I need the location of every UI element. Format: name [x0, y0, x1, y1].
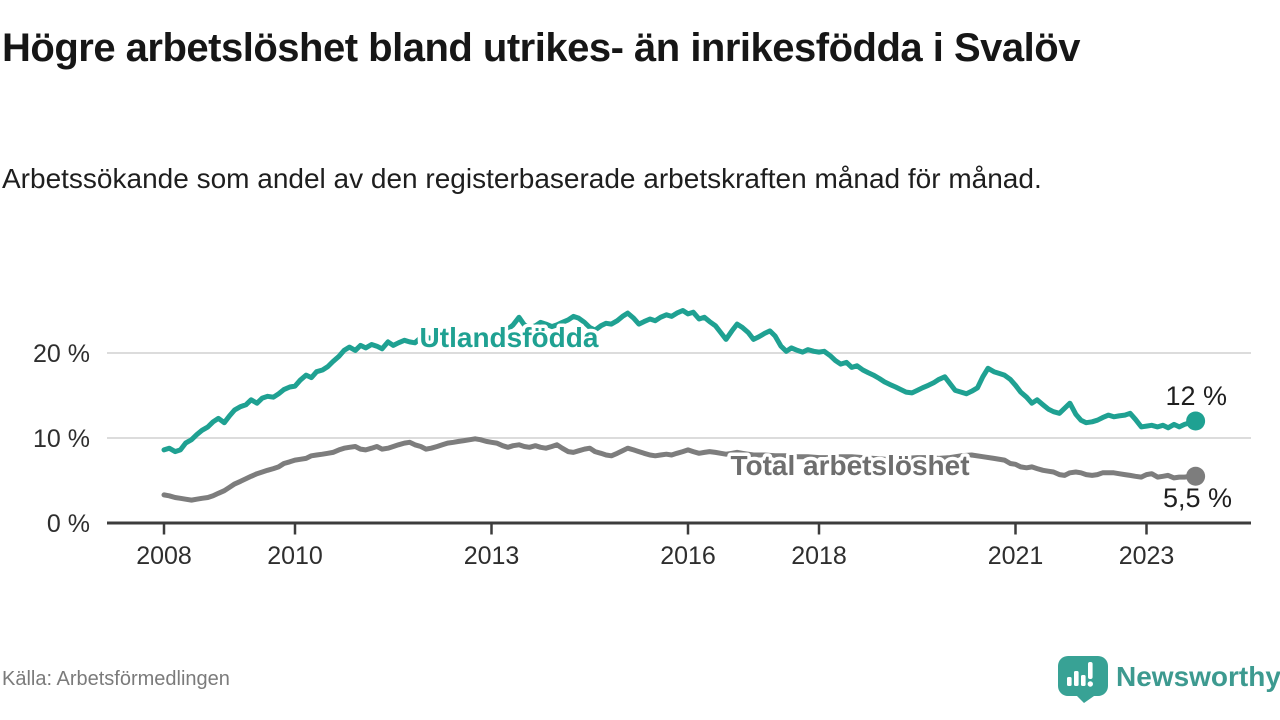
x-tick-label: 2023: [1119, 542, 1175, 570]
newsworthy-logo-text: Newsworthy: [1116, 661, 1280, 692]
series-label-total-arbetsloshet: Total arbetslöshet: [730, 450, 969, 481]
end-value-label-total: 5,5 %: [1163, 483, 1232, 513]
x-tick-label: 2018: [791, 542, 847, 570]
y-tick-label: 10 %: [33, 425, 90, 453]
series-end-dot-total: [1186, 466, 1206, 486]
newsworthy-logo: Newsworthy: [1058, 656, 1280, 703]
source-note: Källa: Arbetsförmedlingen: [2, 668, 230, 690]
page-title: Högre arbetslöshet bland utrikes- än inr…: [2, 26, 1080, 70]
label-layer: Utlandsfödda Total arbetslöshet 12 % 5,5…: [416, 319, 1232, 514]
y-tick-label: 0 %: [47, 510, 90, 538]
end-value-label-utlandsfodda: 12 %: [1165, 381, 1227, 411]
series-end-dot-utlandsfodda: [1186, 411, 1206, 431]
line-chart: 0 %10 %20 %2008 2010 2013 2016 2018 2021 2023 …: [33, 308, 1251, 570]
page-subtitle: Arbetssökande som andel av den registerb…: [2, 163, 1042, 194]
axis-layer: 0 % 10 % 20 % 2008 2010 2013 2016 2018 2021 2023: [33, 340, 1251, 570]
y-tick-label: 20 %: [33, 340, 90, 368]
series-line-total: [161, 436, 1199, 503]
bar-chart-icon: [1067, 662, 1093, 687]
x-tick-label: 2013: [464, 542, 520, 570]
x-tick-label: 2021: [988, 542, 1044, 570]
series-label-utlandsfodda: Utlandsfödda: [420, 322, 599, 353]
series-line-utlandsfodda: [161, 308, 1199, 455]
grid-layer: [107, 352, 1251, 439]
x-tick-label: 2010: [267, 542, 323, 570]
series-layer: [161, 308, 1206, 503]
x-tick-label: 2016: [660, 542, 716, 570]
newsworthy-logo-icon: [1058, 656, 1108, 703]
x-tick-label: 2008: [136, 542, 192, 570]
